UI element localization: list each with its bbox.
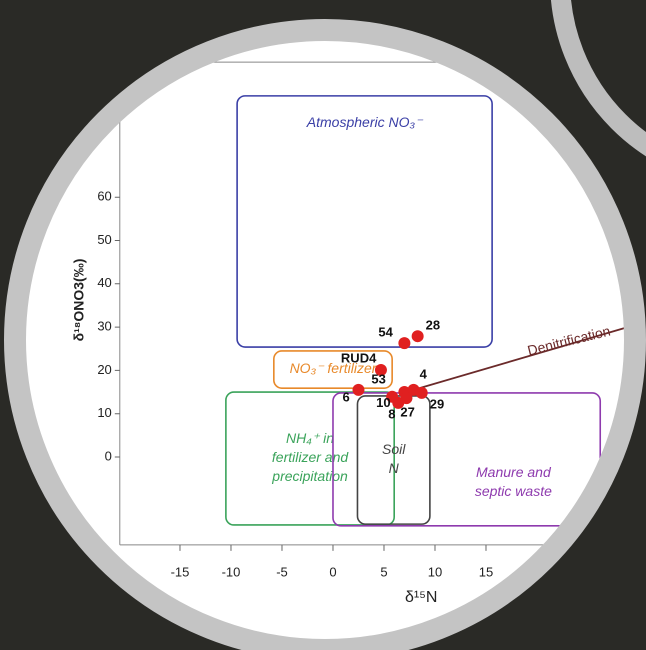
region-label: NO₃⁻ fertilizer	[290, 360, 378, 376]
chart-circle	[25, 40, 625, 640]
x-tick-label: 5	[380, 564, 387, 579]
circle-ring	[4, 19, 646, 650]
y-tick-label: 60	[97, 189, 111, 204]
x-tick-label: -5	[276, 564, 288, 579]
x-axis-label: δ¹⁵N	[405, 589, 437, 606]
region-label: NH₄⁺ in	[286, 430, 334, 446]
region-label: Soil	[382, 441, 406, 457]
point-label: 6	[342, 389, 349, 404]
x-tick-label: -10	[222, 564, 241, 579]
x-tick-label: -15	[171, 564, 190, 579]
point	[400, 392, 413, 405]
y-tick-label: 10	[97, 405, 111, 420]
y-tick-label: 0	[105, 448, 112, 463]
point-label: 53	[371, 371, 385, 386]
source-region	[273, 350, 393, 389]
source-region	[236, 95, 493, 348]
region-label: Atmospheric NO₃⁻	[306, 114, 424, 130]
point	[411, 330, 424, 343]
point-label: RUD4	[341, 350, 377, 365]
point-label: 29	[430, 396, 444, 411]
arrow	[413, 327, 625, 391]
point-label: 8	[388, 406, 395, 421]
y-axis-label: δ¹⁸ONO3(‰)	[71, 259, 87, 342]
y-tick-label: 20	[97, 362, 111, 377]
region-label: septic waste	[475, 483, 552, 499]
point-label: 10	[376, 395, 390, 410]
point-label: 4	[420, 366, 428, 381]
y-tick-label: 30	[97, 319, 111, 334]
x-tick-label: 15	[479, 564, 493, 579]
region-label: fertilizer and	[272, 449, 349, 465]
point-label: 54	[378, 325, 393, 340]
y-tick-label: 50	[97, 232, 111, 247]
region-label: N	[389, 460, 400, 476]
x-tick-label: 10	[428, 564, 442, 579]
point	[352, 383, 365, 396]
point-label: 28	[426, 318, 440, 333]
x-tick-label: 0	[329, 564, 336, 579]
source-region	[225, 391, 395, 526]
region-label: Manure and	[476, 464, 552, 480]
point	[398, 337, 411, 350]
chart: 0 10 20 30 40 50 60 -15 -10 -5 0 5 10 15 δ¹⁵N δ¹⁸ONO3(‰…	[71, 61, 625, 606]
region-label: precipitation	[271, 468, 348, 484]
y-tick-label: 40	[97, 275, 111, 290]
point	[415, 386, 428, 399]
point	[374, 363, 387, 376]
point-label: 27	[400, 405, 414, 420]
